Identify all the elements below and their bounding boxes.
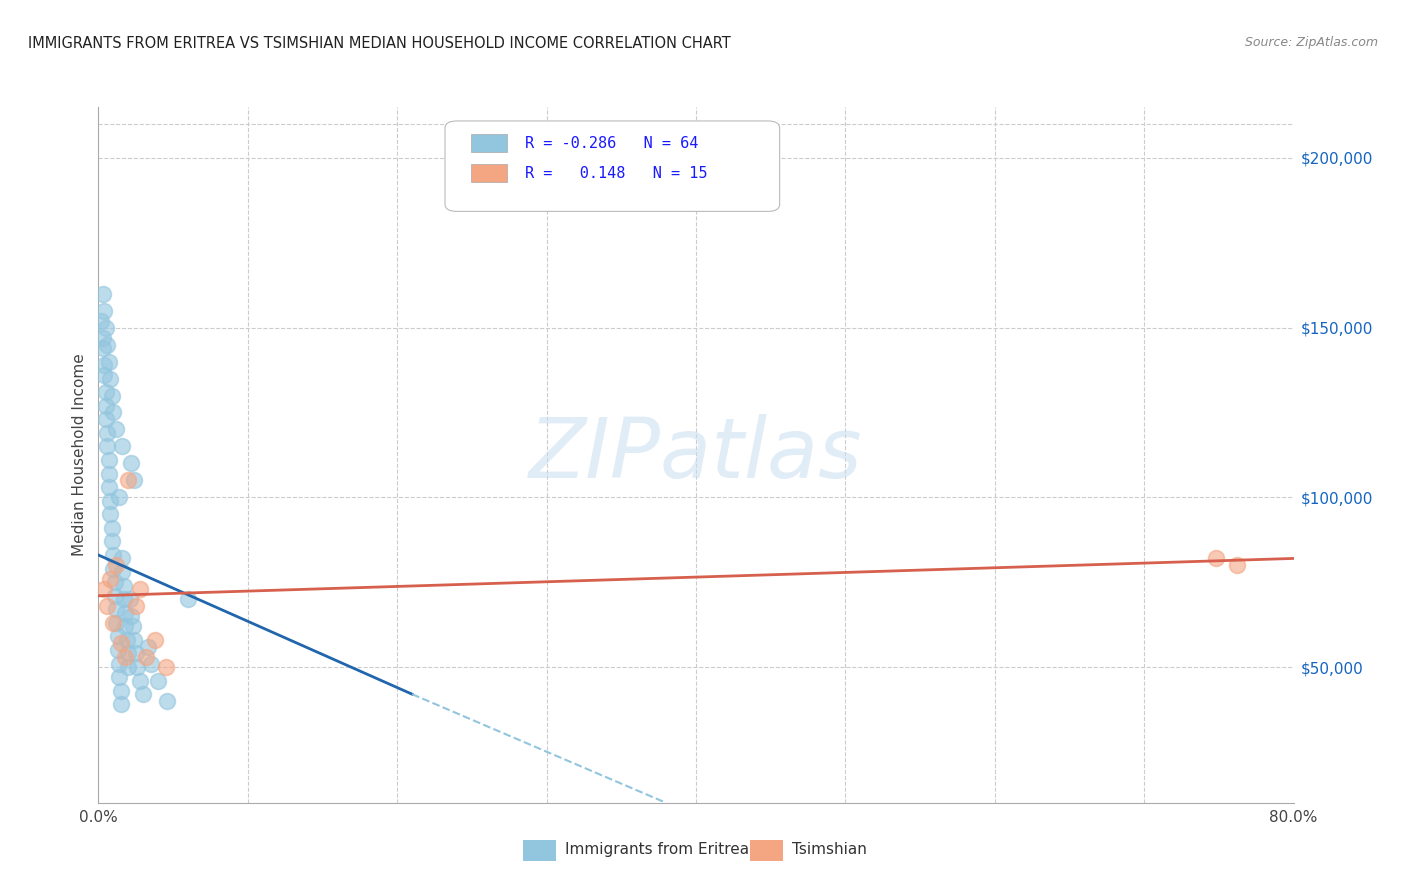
Point	[129, 673, 152, 688]
Point	[112, 592, 135, 607]
Point	[96, 425, 118, 440]
Point	[155, 660, 177, 674]
Point	[94, 412, 117, 426]
Point	[103, 561, 125, 575]
Point	[114, 649, 136, 664]
Point	[110, 636, 132, 650]
Point	[117, 474, 139, 488]
Point	[108, 670, 131, 684]
Point	[139, 657, 162, 671]
Point	[97, 453, 120, 467]
Point	[1205, 551, 1227, 566]
Point	[93, 582, 115, 596]
Point	[101, 534, 124, 549]
Point	[97, 480, 120, 494]
Point	[105, 615, 128, 630]
Point	[91, 286, 114, 301]
Point	[132, 687, 155, 701]
Point	[105, 602, 128, 616]
Point	[100, 493, 122, 508]
Point	[91, 331, 114, 345]
Point	[110, 683, 132, 698]
Point	[124, 632, 146, 647]
Text: R = -0.286   N = 64: R = -0.286 N = 64	[524, 136, 699, 151]
Point	[111, 439, 134, 453]
Point	[101, 521, 124, 535]
Bar	[471, 134, 508, 153]
Text: Source: ZipAtlas.com: Source: ZipAtlas.com	[1244, 36, 1378, 49]
Point	[96, 337, 118, 351]
Point	[117, 660, 139, 674]
Bar	[523, 839, 557, 861]
Point	[117, 647, 139, 661]
Point	[94, 385, 117, 400]
Point	[129, 582, 152, 596]
Point	[110, 698, 132, 712]
Bar	[471, 164, 508, 182]
Point	[93, 368, 115, 383]
Point	[114, 606, 136, 620]
Point	[114, 619, 136, 633]
Point	[127, 660, 149, 674]
Point	[100, 572, 122, 586]
Point	[103, 615, 125, 630]
Point	[177, 592, 200, 607]
Point	[91, 341, 114, 355]
Text: IMMIGRANTS FROM ERITREA VS TSIMSHIAN MEDIAN HOUSEHOLD INCOME CORRELATION CHART: IMMIGRANTS FROM ERITREA VS TSIMSHIAN MED…	[28, 36, 731, 51]
Point	[135, 649, 157, 664]
Point	[100, 508, 122, 522]
Point	[100, 371, 122, 385]
Point	[108, 491, 131, 505]
Point	[124, 474, 146, 488]
Point	[107, 630, 129, 644]
Y-axis label: Median Household Income: Median Household Income	[72, 353, 87, 557]
Point	[94, 320, 117, 334]
Point	[108, 657, 131, 671]
Point	[120, 609, 142, 624]
Point	[96, 439, 118, 453]
Point	[103, 405, 125, 419]
Point	[101, 388, 124, 402]
Point	[112, 578, 135, 592]
Point	[105, 558, 128, 573]
Point	[136, 640, 159, 654]
Point	[96, 599, 118, 613]
Point	[103, 548, 125, 562]
FancyBboxPatch shape	[444, 121, 780, 211]
Point	[104, 589, 127, 603]
Point	[97, 354, 120, 368]
Point	[118, 592, 141, 607]
Point	[115, 632, 138, 647]
Point	[105, 422, 128, 436]
Point	[104, 575, 127, 590]
Point	[93, 303, 115, 318]
Point	[111, 551, 134, 566]
Point	[120, 457, 142, 471]
Point	[90, 314, 112, 328]
Text: R =   0.148   N = 15: R = 0.148 N = 15	[524, 166, 707, 181]
Text: Immigrants from Eritrea: Immigrants from Eritrea	[565, 842, 748, 857]
Point	[93, 358, 115, 372]
Point	[125, 647, 148, 661]
Point	[97, 467, 120, 481]
Point	[94, 399, 117, 413]
Bar	[749, 839, 783, 861]
Text: Tsimshian: Tsimshian	[792, 842, 866, 857]
Point	[121, 619, 143, 633]
Point	[148, 673, 170, 688]
Point	[107, 643, 129, 657]
Point	[143, 632, 166, 647]
Text: ZIPatlas: ZIPatlas	[529, 415, 863, 495]
Point	[111, 565, 134, 579]
Point	[156, 694, 179, 708]
Point	[125, 599, 148, 613]
Point	[1226, 558, 1249, 573]
